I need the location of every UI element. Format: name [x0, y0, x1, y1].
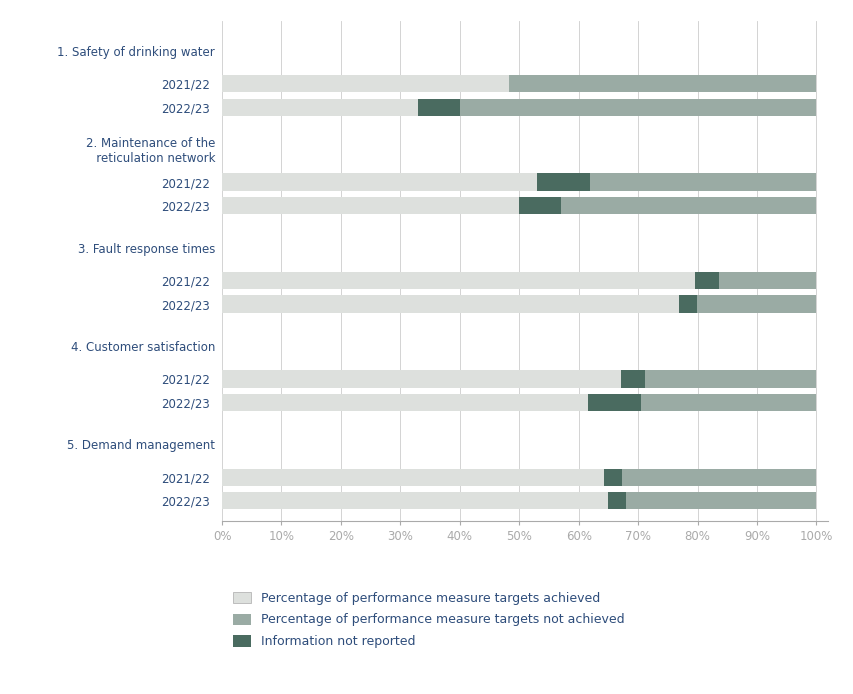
Bar: [641, 393, 815, 411]
Text: 2. Maintenance of the
   reticulation network: 2. Maintenance of the reticulation netwo…: [84, 137, 215, 164]
Bar: [222, 197, 519, 214]
Bar: [644, 370, 815, 387]
Bar: [589, 174, 815, 191]
Text: 3. Fault response times: 3. Fault response times: [78, 242, 215, 255]
Text: 1. Safety of drinking water: 1. Safety of drinking water: [57, 46, 215, 59]
Bar: [620, 370, 644, 387]
Bar: [560, 197, 815, 214]
Legend: Percentage of performance measure targets achieved, Percentage of performance me: Percentage of performance measure target…: [228, 586, 629, 653]
Bar: [222, 272, 694, 289]
Bar: [222, 492, 607, 509]
Bar: [222, 174, 537, 191]
Bar: [621, 468, 815, 486]
Bar: [459, 99, 815, 116]
Bar: [222, 75, 508, 92]
Bar: [222, 370, 620, 387]
Bar: [587, 393, 641, 411]
Bar: [222, 99, 418, 116]
Bar: [537, 174, 589, 191]
Text: 5. Demand management: 5. Demand management: [67, 439, 215, 452]
Bar: [508, 75, 815, 92]
Bar: [697, 296, 815, 313]
Bar: [625, 492, 815, 509]
Bar: [222, 468, 603, 486]
Bar: [222, 296, 679, 313]
Bar: [694, 272, 718, 289]
Bar: [603, 468, 621, 486]
Bar: [679, 296, 697, 313]
Bar: [222, 393, 587, 411]
Bar: [519, 197, 560, 214]
Bar: [418, 99, 459, 116]
Bar: [718, 272, 815, 289]
Text: 4. Customer satisfaction: 4. Customer satisfaction: [71, 341, 215, 354]
Bar: [607, 492, 625, 509]
